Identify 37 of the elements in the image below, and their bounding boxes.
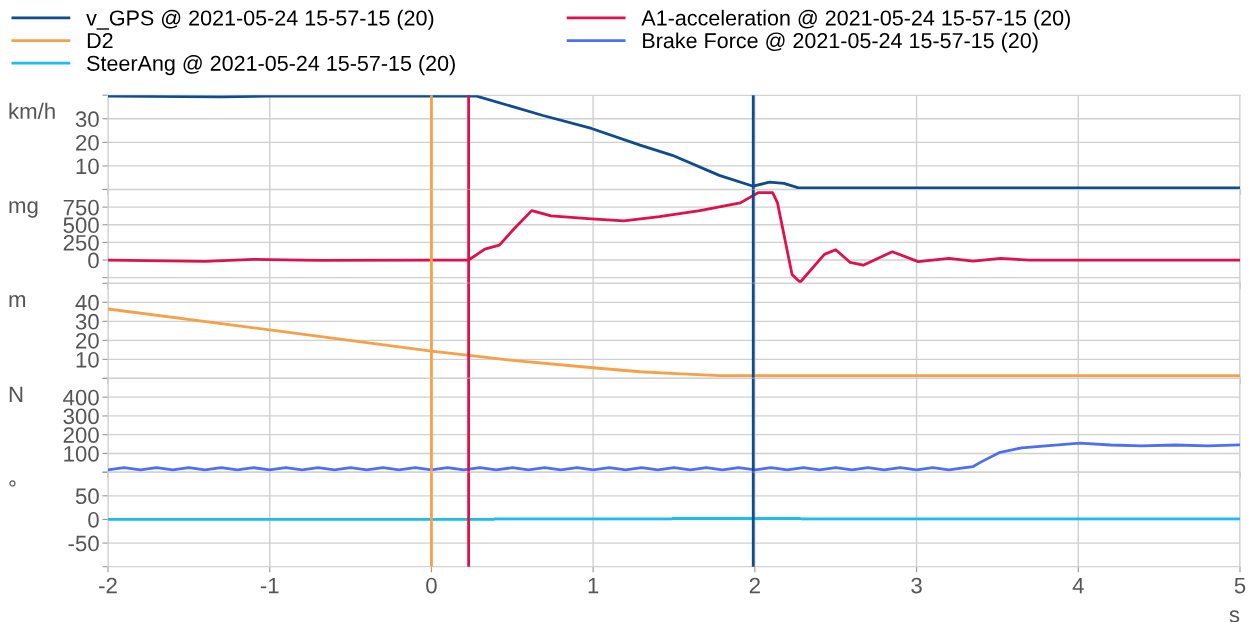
y-axis-title: mg: [9, 201, 38, 218]
x-tick-label: 1: [588, 577, 599, 594]
y-tick-label: 20: [76, 134, 99, 151]
y-axis-title: N: [9, 386, 23, 403]
y-tick-label: 30: [75, 111, 99, 128]
x-tick-label: -2: [99, 577, 117, 594]
x-axis-title: s: [1229, 610, 1240, 622]
y-tick-label: 750: [63, 199, 99, 216]
y-tick-label: -50: [68, 535, 99, 552]
legend-label: v_GPS @ 2021-05-24 15-57-15 (20): [86, 9, 434, 30]
x-tick-label: 0: [426, 577, 437, 594]
legend-label: D2: [87, 33, 113, 49]
y-tick-label: 400: [63, 389, 99, 406]
y-tick-label: 300: [63, 408, 99, 425]
y-tick-label: 500: [63, 217, 99, 234]
y-tick-label: 0: [88, 252, 99, 269]
y-tick-label: 100: [64, 445, 99, 462]
legend-label: A1-acceleration @ 2021-05-24 15-57-15 (20): [641, 9, 1070, 30]
y-tick-label: 200: [63, 427, 99, 443]
x-tick-label: 5: [1234, 577, 1246, 594]
y-tick-label: 50: [75, 488, 99, 505]
y-tick-label: 10: [76, 158, 99, 175]
x-tick-label: 3: [911, 577, 922, 594]
y-tick-label: 40: [75, 294, 99, 311]
y-tick-label: 0: [88, 511, 99, 528]
y-tick-label: 20: [76, 332, 99, 349]
y-axis-title: km/h: [9, 102, 55, 120]
y-tick-label: 10: [76, 351, 99, 368]
y-tick-label: 30: [75, 313, 99, 330]
x-tick-label: 4: [1072, 577, 1084, 594]
y-tick-label: 250: [63, 234, 99, 251]
y-axis-title: °: [9, 480, 16, 487]
legend-label: SteerAng @ 2021-05-24 15-57-15 (20): [87, 55, 455, 76]
y-axis-title: m: [9, 295, 26, 308]
legend-label: Brake Force @ 2021-05-24 15-57-15 (20): [643, 32, 1038, 53]
x-tick-label: 2: [749, 577, 760, 594]
x-tick-label: -1: [260, 577, 279, 594]
